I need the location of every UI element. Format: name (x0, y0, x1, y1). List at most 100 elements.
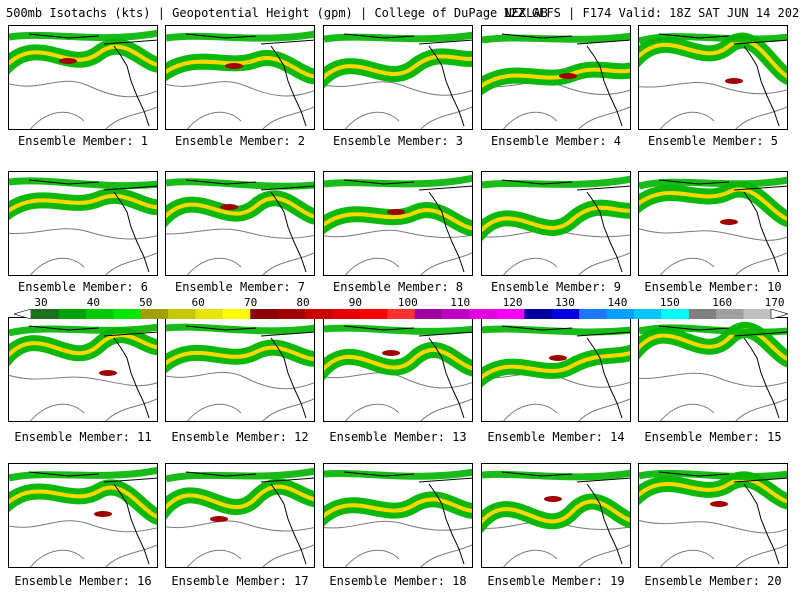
jet-max (94, 511, 112, 517)
jet-stream-core (166, 196, 314, 219)
coastline (343, 471, 472, 565)
colorbar-segment (716, 309, 744, 319)
coastline (28, 471, 157, 565)
height-contour (9, 80, 157, 129)
colorbar-segment (469, 309, 498, 319)
wind-speed-colorbar (14, 309, 788, 319)
map-canvas (324, 174, 472, 275)
jet-max (220, 204, 238, 210)
map-canvas (482, 325, 630, 421)
map-header: 500mb Isotachs (kts) | Geopotential Heig… (6, 6, 800, 22)
jet-stream-secondary (482, 32, 630, 44)
map-canvas (482, 469, 630, 567)
coastline (501, 325, 630, 419)
map-canvas (9, 466, 157, 567)
colorbar-segment (579, 309, 607, 319)
jet-stream-core (324, 347, 472, 372)
jet-max (382, 350, 400, 356)
colorbar-segment (305, 309, 333, 319)
colorbar-tick-label: 110 (450, 296, 471, 309)
coastline (185, 179, 314, 273)
map-canvas (166, 178, 314, 275)
jet-stream-secondary (482, 175, 630, 189)
jet-stream-secondary (324, 31, 472, 43)
height-contour (166, 371, 314, 421)
ensemble-member-map (481, 317, 631, 422)
ensemble-member-label: Ensemble Member: 9 (490, 280, 622, 294)
coastline (658, 179, 787, 273)
jet-stream-secondary (482, 469, 630, 481)
jet-stream-core (9, 44, 157, 67)
ensemble-member-label: Ensemble Member: 7 (174, 280, 306, 294)
ensemble-member-label: Ensemble Member: 6 (17, 280, 149, 294)
colorbar-tick-label: 140 (607, 296, 628, 309)
ensemble-member-map (638, 25, 788, 130)
jet-max (710, 501, 728, 507)
jet-stream-core (166, 56, 314, 79)
height-contour (166, 520, 314, 567)
map-canvas (166, 323, 314, 421)
colorbar-segment (606, 309, 635, 319)
ensemble-member-label: Ensemble Member: 16 (14, 574, 152, 588)
ensemble-member-map (638, 463, 788, 568)
ensemble-member-map (323, 25, 473, 130)
ensemble-member-map (638, 317, 788, 422)
colorbar-segment (524, 309, 553, 319)
colorbar-segment (250, 309, 278, 319)
colorbar-segment (277, 309, 306, 319)
ensemble-member-label: Ensemble Member: 2 (174, 134, 306, 148)
jet-stream-core (324, 54, 472, 81)
height-contour (9, 228, 157, 275)
map-canvas (324, 468, 472, 567)
colorbar-segment (633, 309, 662, 319)
jet-stream-core (482, 499, 630, 525)
colorbar-segment (688, 309, 717, 319)
colorbar-segment (195, 309, 224, 319)
height-contour (324, 372, 472, 421)
coastline (28, 179, 157, 273)
colorbar-segment (359, 309, 388, 319)
jet-stream-secondary (9, 29, 157, 42)
jet-max (99, 370, 117, 376)
colorbar-tick-label: 130 (555, 296, 575, 309)
colorbar-segment (58, 309, 87, 319)
map-canvas (324, 324, 472, 421)
jet-max (725, 78, 743, 84)
ensemble-member-label: Ensemble Member: 5 (647, 134, 779, 148)
map-canvas (166, 467, 314, 567)
colorbar-tick-label: 40 (86, 296, 101, 309)
coastline (28, 33, 157, 127)
ensemble-member-map (8, 171, 158, 276)
jet-stream-core (324, 208, 472, 231)
ensemble-member-label: Ensemble Member: 20 (644, 574, 782, 588)
height-contour (639, 82, 787, 129)
height-contour (166, 228, 314, 275)
jet-stream-weak (9, 38, 157, 75)
colorbar-tick-label: 120 (502, 296, 523, 309)
height-contour (482, 81, 630, 129)
jet-stream-core (9, 193, 157, 214)
jet-stream-secondary (482, 325, 630, 336)
ensemble-member-label: Ensemble Member: 1 (17, 134, 149, 148)
ensemble-member-label: Ensemble Member: 10 (644, 280, 782, 294)
ensemble-member-label: Ensemble Member: 8 (332, 280, 464, 294)
jet-stream-core (166, 484, 314, 511)
coastline (185, 325, 314, 419)
jet-stream-core (166, 345, 314, 366)
ensemble-member-label: Ensemble Member: 3 (332, 134, 464, 148)
map-canvas (482, 175, 630, 275)
coastline (185, 471, 314, 565)
ensemble-member-map (481, 463, 631, 568)
coastline (501, 33, 630, 127)
ensemble-member-label: Ensemble Member: 18 (329, 574, 467, 588)
ensemble-member-map (8, 25, 158, 130)
jet-stream-core (639, 187, 787, 221)
map-canvas (482, 32, 630, 129)
coastline (28, 325, 157, 419)
ensemble-member-map (481, 25, 631, 130)
map-canvas (639, 469, 787, 567)
jet-stream-secondary (324, 324, 472, 335)
map-canvas (639, 322, 787, 421)
colorbar-tick-label: 70 (243, 296, 258, 309)
colorbar-tick-label: 160 (712, 296, 733, 309)
